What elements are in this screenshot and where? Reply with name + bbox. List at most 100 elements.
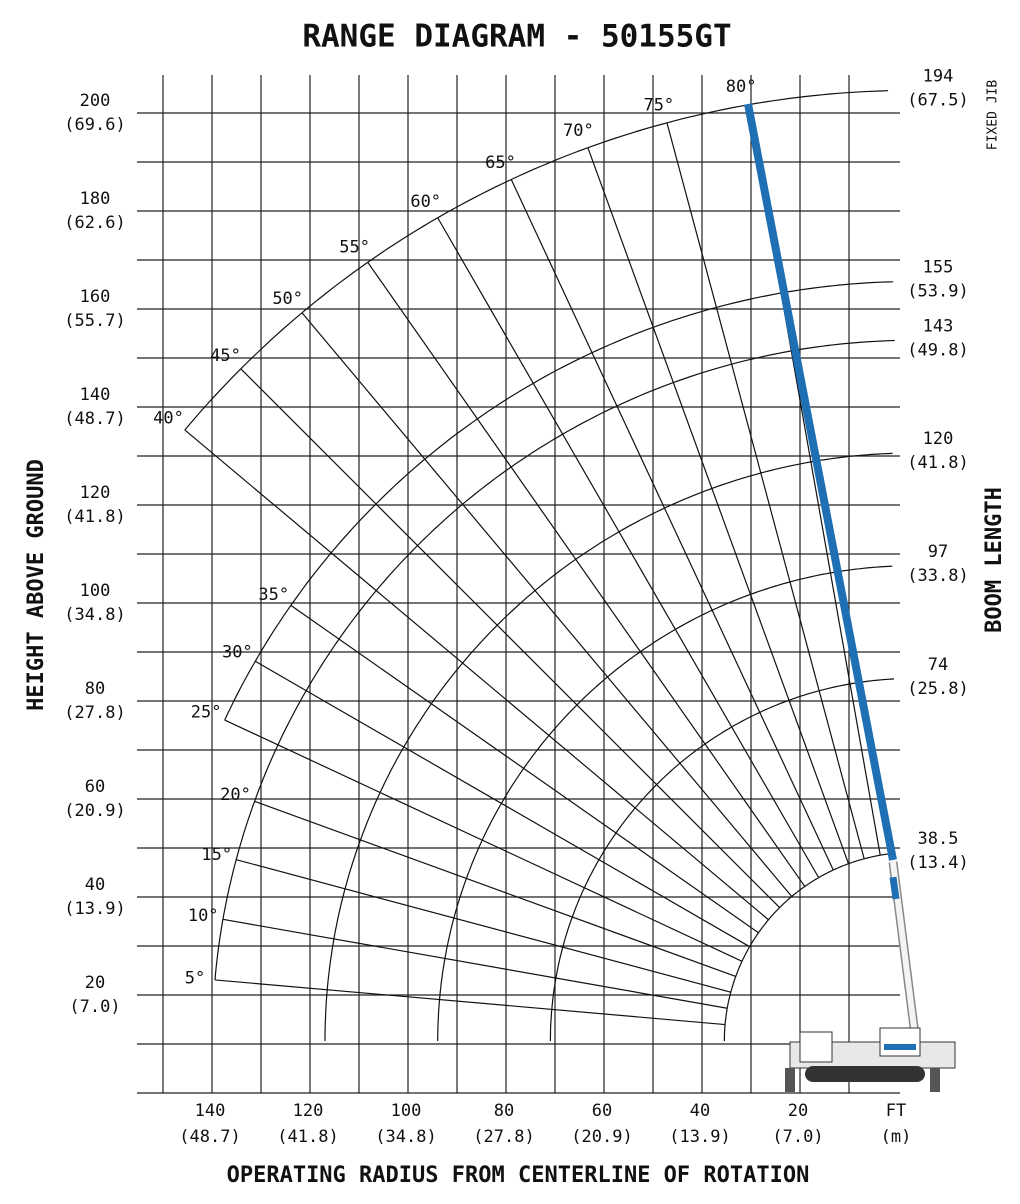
x-tick-ft: 80 <box>494 1101 514 1121</box>
boom-length-ft: 155 <box>923 258 954 278</box>
boom-length-ft: 194 <box>923 67 954 87</box>
y-tick-ft: 80 <box>85 679 105 699</box>
boom-length-ft: 120 <box>923 429 954 449</box>
angle-line <box>510 179 834 871</box>
y-tick-m: (55.7) <box>64 311 125 331</box>
angle-label: 50° <box>272 289 303 309</box>
y-tick-ft: 140 <box>80 385 111 405</box>
angle-line <box>587 147 850 864</box>
angle-line <box>301 312 793 897</box>
y-tick-ft: 20 <box>85 973 105 993</box>
x-tick-m: (7.0) <box>772 1127 823 1147</box>
boom-length-m: (13.4) <box>907 853 968 873</box>
x-unit-ft: FT <box>886 1101 906 1121</box>
wheels <box>805 1066 925 1082</box>
angle-label: 5° <box>185 968 205 988</box>
angle-label: 40° <box>153 408 184 428</box>
x-tick-m: (41.8) <box>277 1127 338 1147</box>
labels: 200 (69.6) 180 (62.6) 160 (55.7) 140 (48.7) 120 (… <box>64 67 968 1147</box>
angle-line <box>254 800 736 978</box>
angle-label: 30° <box>222 642 253 662</box>
x-tick-m: (20.9) <box>571 1127 632 1147</box>
boom-length-m: (53.9) <box>907 282 968 302</box>
x-tick-m: (34.8) <box>375 1127 436 1147</box>
boom-length-ft: 143 <box>923 317 954 337</box>
angle-label: 45° <box>210 346 241 366</box>
boom-length-m: (41.8) <box>907 453 968 473</box>
y-tick-m: (69.6) <box>64 115 125 135</box>
y-axis-label: HEIGHT ABOVE GROUND <box>24 459 49 711</box>
x-tick-m: (13.9) <box>669 1127 730 1147</box>
x-tick-ft: 100 <box>391 1101 422 1121</box>
y-tick-ft: 180 <box>80 189 111 209</box>
angle-label: 35° <box>258 585 289 605</box>
angle-label: 25° <box>191 702 222 722</box>
angle-line <box>222 918 728 1009</box>
x-tick-ft: 60 <box>592 1101 612 1121</box>
curves <box>184 90 895 1041</box>
boom-arc <box>324 452 893 1041</box>
operator-cab <box>879 1027 921 1057</box>
cab-stripe <box>884 1044 916 1050</box>
outrigger <box>930 1068 940 1092</box>
boom-arc <box>224 281 894 721</box>
y-tick-ft: 40 <box>85 875 105 895</box>
boom-arc <box>437 565 893 1041</box>
x-axis-label: OPERATING RADIUS FROM CENTERLINE OF ROTA… <box>227 1163 810 1188</box>
x-unit-m: (m) <box>881 1127 912 1147</box>
y-tick-ft: 100 <box>80 581 111 601</box>
y-tick-m: (13.9) <box>64 899 125 919</box>
crane <box>744 103 956 1092</box>
angle-label: 55° <box>339 238 370 258</box>
boom-length-m: (67.5) <box>907 91 968 111</box>
angle-line <box>224 719 743 962</box>
boom-length-ft: 38.5 <box>918 829 959 849</box>
x-tick-m: (48.7) <box>179 1127 240 1147</box>
angle-label: 15° <box>201 845 232 865</box>
angle-label: 65° <box>485 153 516 173</box>
cab <box>799 1031 833 1063</box>
angle-label: 20° <box>220 785 251 805</box>
x-tick-ft: 20 <box>788 1101 808 1121</box>
boom-length-ft: 97 <box>928 542 948 562</box>
boom-decal <box>889 876 900 900</box>
y-tick-m: (27.8) <box>64 703 125 723</box>
y-tick-m: (62.6) <box>64 213 125 233</box>
angle-line <box>184 429 769 921</box>
jib-label: FIXED JIB <box>986 80 1001 151</box>
angle-label: 60° <box>410 192 441 212</box>
angle-label: 70° <box>563 121 594 141</box>
x-tick-m: (27.8) <box>473 1127 534 1147</box>
y-tick-m: (48.7) <box>64 409 125 429</box>
boom-length-m: (33.8) <box>907 566 968 586</box>
outrigger <box>785 1068 795 1092</box>
boom-length-m: (25.8) <box>907 679 968 699</box>
y-tick-ft: 200 <box>80 91 111 111</box>
boom-length-label: BOOM LENGTH <box>982 487 1007 633</box>
y-tick-m: (20.9) <box>64 801 125 821</box>
grid <box>137 75 900 1094</box>
angle-line <box>666 122 865 859</box>
boom-arc <box>184 90 889 431</box>
y-tick-m: (41.8) <box>64 507 125 527</box>
boom-length-m: (49.8) <box>907 341 968 361</box>
y-tick-ft: 160 <box>80 287 111 307</box>
angle-label: 80° <box>726 77 757 97</box>
angle-line <box>214 979 726 1026</box>
angle-line <box>254 660 750 948</box>
y-tick-m: (7.0) <box>69 997 120 1017</box>
x-tick-ft: 120 <box>293 1101 324 1121</box>
y-tick-ft: 60 <box>85 777 105 797</box>
x-tick-ft: 140 <box>195 1101 226 1121</box>
angle-line <box>240 368 781 909</box>
boom-arc <box>549 678 895 1041</box>
boom <box>744 103 897 861</box>
angle-label: 75° <box>643 95 674 115</box>
boom-length-ft: 74 <box>928 655 948 675</box>
boom-arc <box>723 852 895 1041</box>
angle-line <box>367 261 806 887</box>
x-tick-ft: 40 <box>690 1101 710 1121</box>
title: RANGE DIAGRAM - 50155GT <box>302 19 731 55</box>
